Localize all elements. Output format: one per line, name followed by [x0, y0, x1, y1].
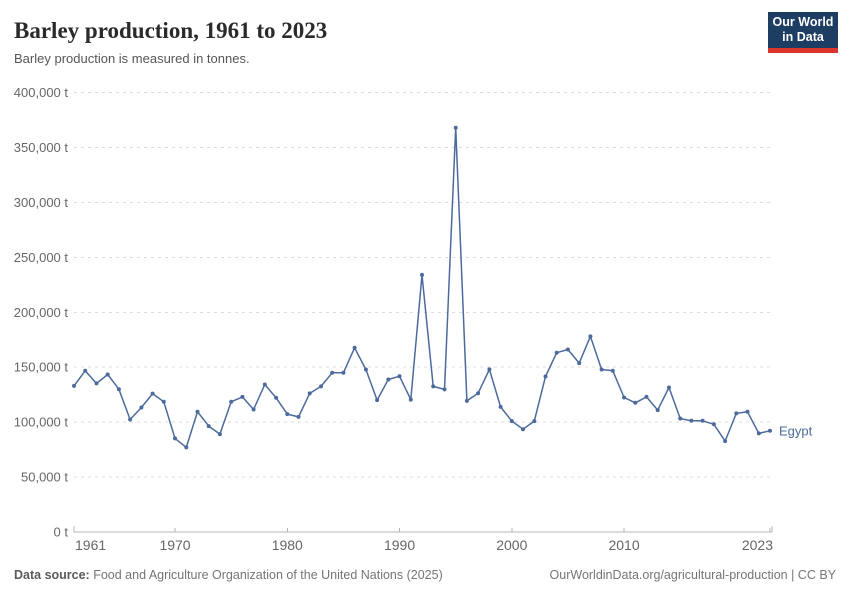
data-point [72, 383, 76, 388]
data-point [667, 385, 671, 390]
series-label-egypt: Egypt [779, 423, 813, 438]
chart-subtitle: Barley production is measured in tonnes. [14, 51, 250, 66]
data-point [274, 395, 279, 400]
data-point [341, 370, 346, 375]
data-source-text: Food and Agriculture Organization of the… [93, 568, 443, 582]
data-point [532, 419, 537, 424]
data-source-label: Data source: [14, 568, 90, 582]
data-point [543, 374, 548, 379]
data-point [139, 405, 144, 410]
page-title: Barley production, 1961 to 2023 [14, 18, 328, 43]
data-point [521, 427, 525, 432]
y-tick-label: 250,000 t [14, 250, 69, 265]
data-point [689, 418, 694, 423]
x-tick-label: 1980 [272, 537, 303, 553]
data-point [150, 391, 155, 396]
data-point [206, 424, 211, 429]
data-point [420, 272, 424, 277]
data-point [734, 411, 739, 416]
data-point [397, 374, 402, 379]
data-point [195, 409, 200, 414]
data-point [319, 384, 323, 389]
x-tick-label: 1970 [159, 537, 190, 553]
data-point [464, 398, 469, 403]
data-point [678, 416, 683, 421]
data-point [375, 398, 380, 403]
credit-link: OurWorldinData.org/agricultural-producti… [549, 568, 836, 582]
data-point [700, 418, 705, 423]
data-point [296, 414, 301, 419]
data-point [655, 408, 660, 413]
y-tick-label: 400,000 t [14, 85, 69, 100]
data-point [476, 391, 481, 396]
data-point [262, 382, 267, 387]
y-tick-label: 50,000 t [21, 470, 68, 485]
data-point [363, 367, 368, 372]
data-point [161, 399, 166, 404]
y-tick-label: 300,000 t [14, 195, 69, 210]
data-point [509, 419, 514, 424]
x-tick-label: 2023 [742, 537, 773, 553]
data-point [644, 394, 649, 399]
data-point [105, 372, 110, 377]
data-point [285, 412, 290, 417]
data-point [408, 397, 413, 402]
y-tick-label: 100,000 t [14, 415, 69, 430]
data-point [251, 407, 256, 412]
x-tick-label: 2000 [496, 537, 527, 553]
data-point [330, 370, 335, 375]
data-point [217, 432, 222, 437]
data-point [633, 400, 638, 405]
data-point [431, 384, 436, 389]
data-point [565, 347, 570, 352]
owid-logo: Our World in Data [768, 12, 838, 53]
x-tick-label: 2010 [608, 537, 639, 553]
data-point [768, 428, 772, 433]
data-point [622, 395, 627, 400]
y-tick-label: 350,000 t [14, 140, 69, 155]
data-point [711, 422, 716, 427]
chart-footer: Data source: Food and Agriculture Organi… [14, 568, 836, 582]
data-source: Data source: Food and Agriculture Organi… [14, 568, 443, 582]
data-point [307, 391, 312, 396]
y-tick-label: 200,000 t [14, 305, 69, 320]
data-point [487, 367, 492, 372]
data-point [240, 394, 245, 399]
data-point [723, 439, 728, 444]
data-point [756, 431, 761, 436]
y-tick-label: 150,000 t [14, 360, 69, 375]
data-point [229, 399, 234, 404]
data-point [745, 409, 750, 414]
owid-logo-line2: in Data [782, 30, 824, 44]
data-point [588, 334, 593, 339]
data-point [577, 361, 582, 366]
data-point [173, 436, 177, 441]
data-point [610, 368, 615, 373]
owid-logo-line1: Our World [772, 15, 834, 29]
data-point [184, 445, 189, 450]
data-point [442, 387, 447, 392]
y-tick-label: 0 t [54, 525, 69, 540]
data-point [386, 377, 391, 382]
x-tick-label: 1990 [384, 537, 415, 553]
data-point [498, 404, 503, 409]
data-point [94, 381, 99, 386]
data-point [554, 350, 559, 355]
egypt-series-line [73, 126, 771, 449]
data-point [453, 125, 458, 130]
data-point [128, 417, 133, 422]
data-point [83, 368, 88, 373]
data-point [352, 345, 357, 350]
data-point [116, 387, 121, 392]
x-tick-label: 1961 [75, 537, 106, 553]
data-point [599, 367, 604, 372]
